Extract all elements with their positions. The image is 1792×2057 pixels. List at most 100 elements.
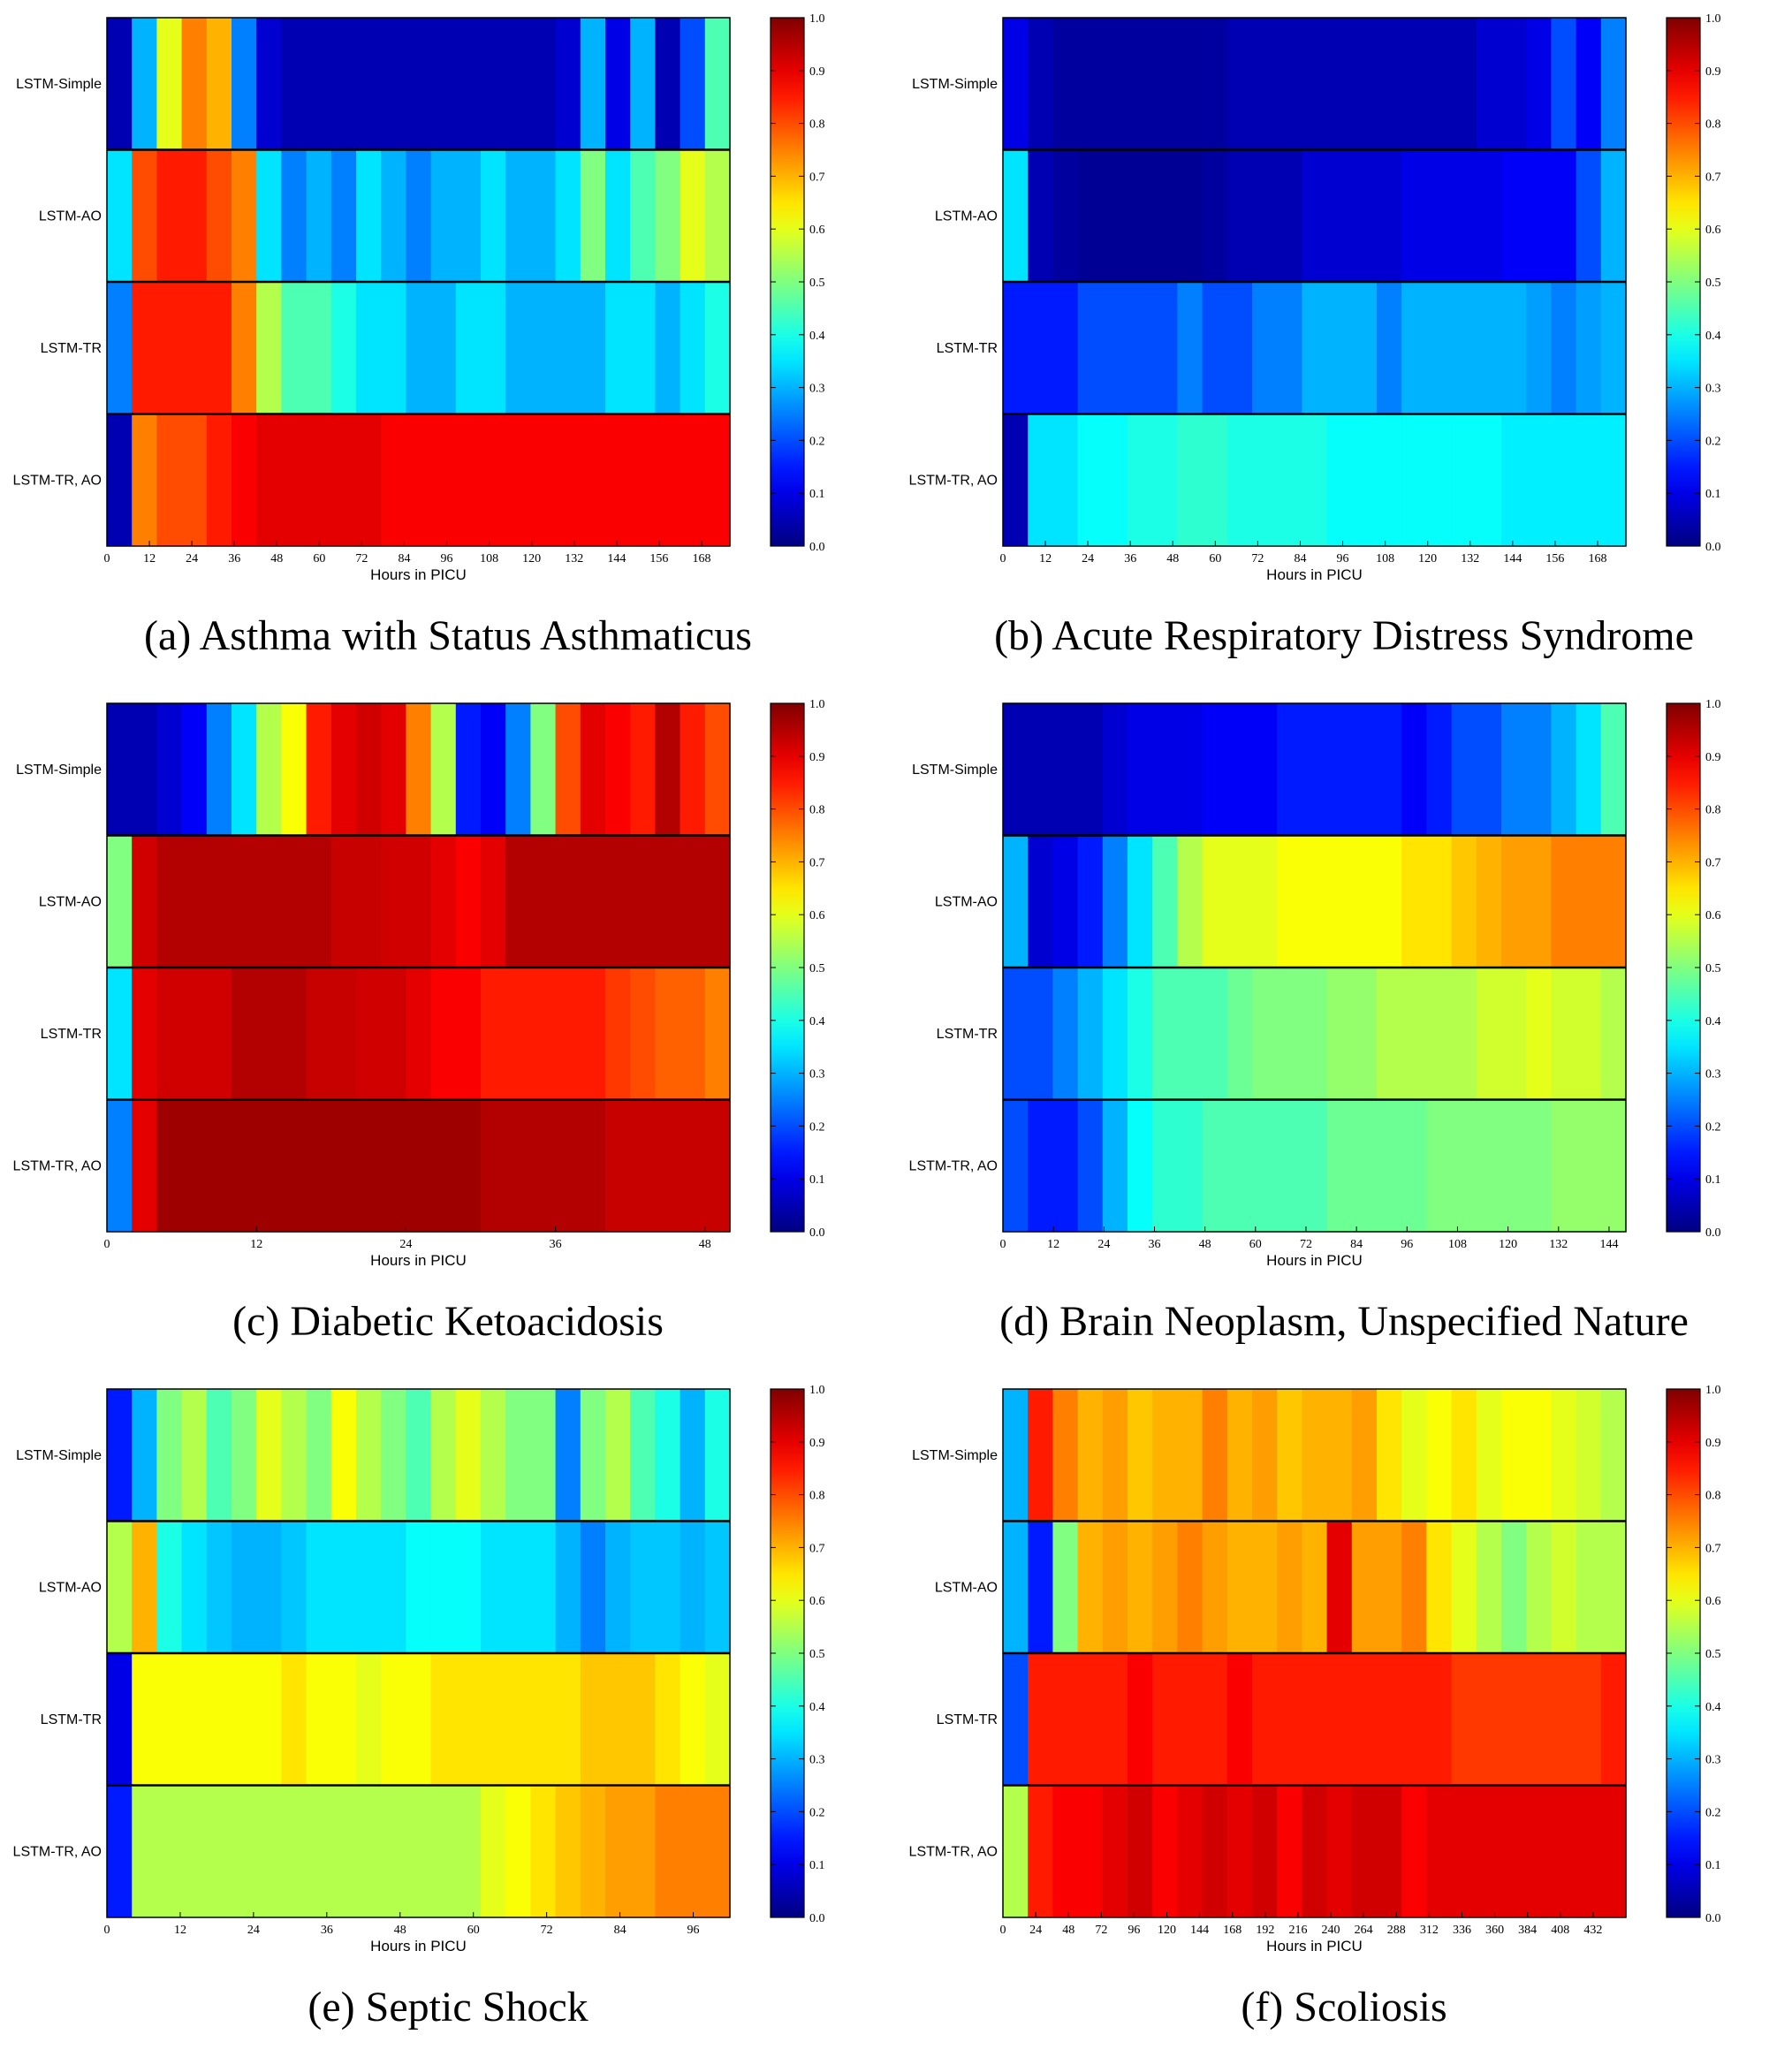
heatmap-cell xyxy=(1302,414,1328,546)
heatmap-cell xyxy=(1401,703,1427,836)
heatmap-cell xyxy=(381,835,406,968)
heatmap-cell xyxy=(430,1785,457,1917)
heatmap-cell xyxy=(580,703,606,836)
heatmap-cell xyxy=(1551,1389,1577,1522)
heatmap-cell xyxy=(1526,1099,1552,1232)
heatmap-cell xyxy=(530,1785,557,1917)
heatmap-cell xyxy=(107,703,133,836)
heatmap-cell xyxy=(206,968,232,1100)
heatmap-cell xyxy=(1576,1099,1602,1232)
heatmap-cell xyxy=(1052,1785,1079,1917)
heatmap-chart-e: LSTM-Simple LSTM-AO LSTM-TR LSTM-TR, AO 0 12 2… xyxy=(13,1384,825,1955)
colorbar-tick-label: 0.8 xyxy=(1705,1490,1721,1503)
heatmap-cell xyxy=(1302,1785,1328,1917)
x-tick-label: 84 xyxy=(614,1924,626,1937)
heatmap-cell xyxy=(1226,282,1253,414)
heatmap-cell xyxy=(330,1521,357,1653)
heatmap-cell xyxy=(256,414,282,546)
heatmap-cell xyxy=(1600,18,1627,150)
heatmap-cell xyxy=(430,1389,457,1522)
heatmap-cell xyxy=(156,1389,183,1522)
colorbar-tick-label: 0.4 xyxy=(809,1015,825,1028)
heatmap-cell xyxy=(530,1521,557,1653)
heatmap-cell xyxy=(232,1521,257,1653)
heatmap-cell xyxy=(1128,1521,1153,1653)
heatmap-cell xyxy=(306,414,332,546)
heatmap-cell xyxy=(481,835,506,968)
heatmap-cell xyxy=(1302,1099,1328,1232)
heatmap-cell xyxy=(1426,968,1453,1100)
heatmap-cell xyxy=(630,18,656,150)
heatmap-cell xyxy=(1226,968,1253,1100)
colorbar-tick-label: 0.5 xyxy=(1705,962,1721,975)
heatmap-cell xyxy=(1277,1653,1302,1786)
heatmap-cell xyxy=(1576,282,1602,414)
heatmap-cell xyxy=(1202,18,1228,150)
heatmap-cell xyxy=(1600,149,1627,282)
heatmap-cell xyxy=(704,835,731,968)
x-axis-label: Hours in PICU xyxy=(370,566,467,583)
heatmap-cell xyxy=(132,414,157,546)
heatmap-cell xyxy=(1451,1389,1477,1522)
heatmap-cell xyxy=(555,282,581,414)
heatmap-cell xyxy=(381,414,406,546)
heatmap-cell xyxy=(1377,414,1402,546)
heatmap-cell xyxy=(132,1785,157,1917)
heatmap-cell xyxy=(655,149,681,282)
heatmap-cell xyxy=(1028,703,1053,836)
x-tick-label: 48 xyxy=(394,1924,406,1937)
heatmap-cell xyxy=(1326,282,1353,414)
heatmap-cell xyxy=(1028,835,1053,968)
heatmap-cell xyxy=(1077,18,1104,150)
heatmap-cell xyxy=(1351,282,1378,414)
row-label: LSTM-TR, AO xyxy=(909,1844,998,1859)
heatmap-cell xyxy=(605,18,631,150)
heatmap-cell xyxy=(281,1785,308,1917)
plot-frame xyxy=(1002,1388,1627,1918)
heatmap-cell xyxy=(1128,835,1153,968)
heatmap-cell xyxy=(1600,282,1627,414)
heatmap-cell xyxy=(306,1653,332,1786)
x-tick-label: 0 xyxy=(1000,1924,1006,1937)
colorbar-tick-label: 0.7 xyxy=(809,1542,825,1555)
heatmap-cell xyxy=(1476,1099,1502,1232)
heatmap-cell xyxy=(1003,18,1029,150)
heatmap-cell xyxy=(555,1521,581,1653)
heatmap-cell xyxy=(1302,703,1328,836)
heatmap-cell xyxy=(1326,1389,1353,1522)
heatmap-cell xyxy=(1226,149,1253,282)
heatmap-cell xyxy=(1426,149,1453,282)
heatmap-cell xyxy=(281,968,308,1100)
heatmap-cell xyxy=(1102,282,1128,414)
heatmap-cell xyxy=(306,968,332,1100)
heatmap-cell xyxy=(1351,835,1378,968)
colorbar xyxy=(770,702,805,1233)
heatmap-cell xyxy=(1202,1521,1228,1653)
heatmap-cell xyxy=(356,1099,382,1232)
heatmap-cell xyxy=(406,968,432,1100)
heatmap-cell xyxy=(206,414,232,546)
colorbar-tick-label: 0.1 xyxy=(809,488,825,501)
heatmap-cell xyxy=(1252,1099,1278,1232)
row-label: LSTM-AO xyxy=(39,894,102,909)
heatmap-cell xyxy=(206,18,232,150)
colorbar-tick-label: 1.0 xyxy=(1705,1384,1721,1397)
x-tick-label: 48 xyxy=(1166,552,1179,565)
colorbar-tick-label: 0.1 xyxy=(1705,1859,1721,1872)
heatmap-cell xyxy=(306,703,332,836)
heatmap-cell xyxy=(232,1099,257,1232)
heatmap-cell xyxy=(530,1099,557,1232)
heatmap-cell xyxy=(1377,835,1402,968)
row-label: LSTM-Simple xyxy=(912,1448,998,1463)
heatmap-cell xyxy=(1451,968,1477,1100)
x-tick-label: 72 xyxy=(541,1924,553,1937)
heatmap-cell xyxy=(306,18,332,150)
heatmap-cell xyxy=(206,1521,232,1653)
heatmap-cell xyxy=(107,1099,133,1232)
heatmap-cell xyxy=(1177,1389,1204,1522)
colorbar-tick-label: 0.0 xyxy=(809,1912,825,1925)
heatmap-cell xyxy=(1377,1653,1402,1786)
heatmap-cell xyxy=(530,149,557,282)
heatmap-cell xyxy=(1526,18,1552,150)
heatmap-cell xyxy=(107,1653,133,1786)
